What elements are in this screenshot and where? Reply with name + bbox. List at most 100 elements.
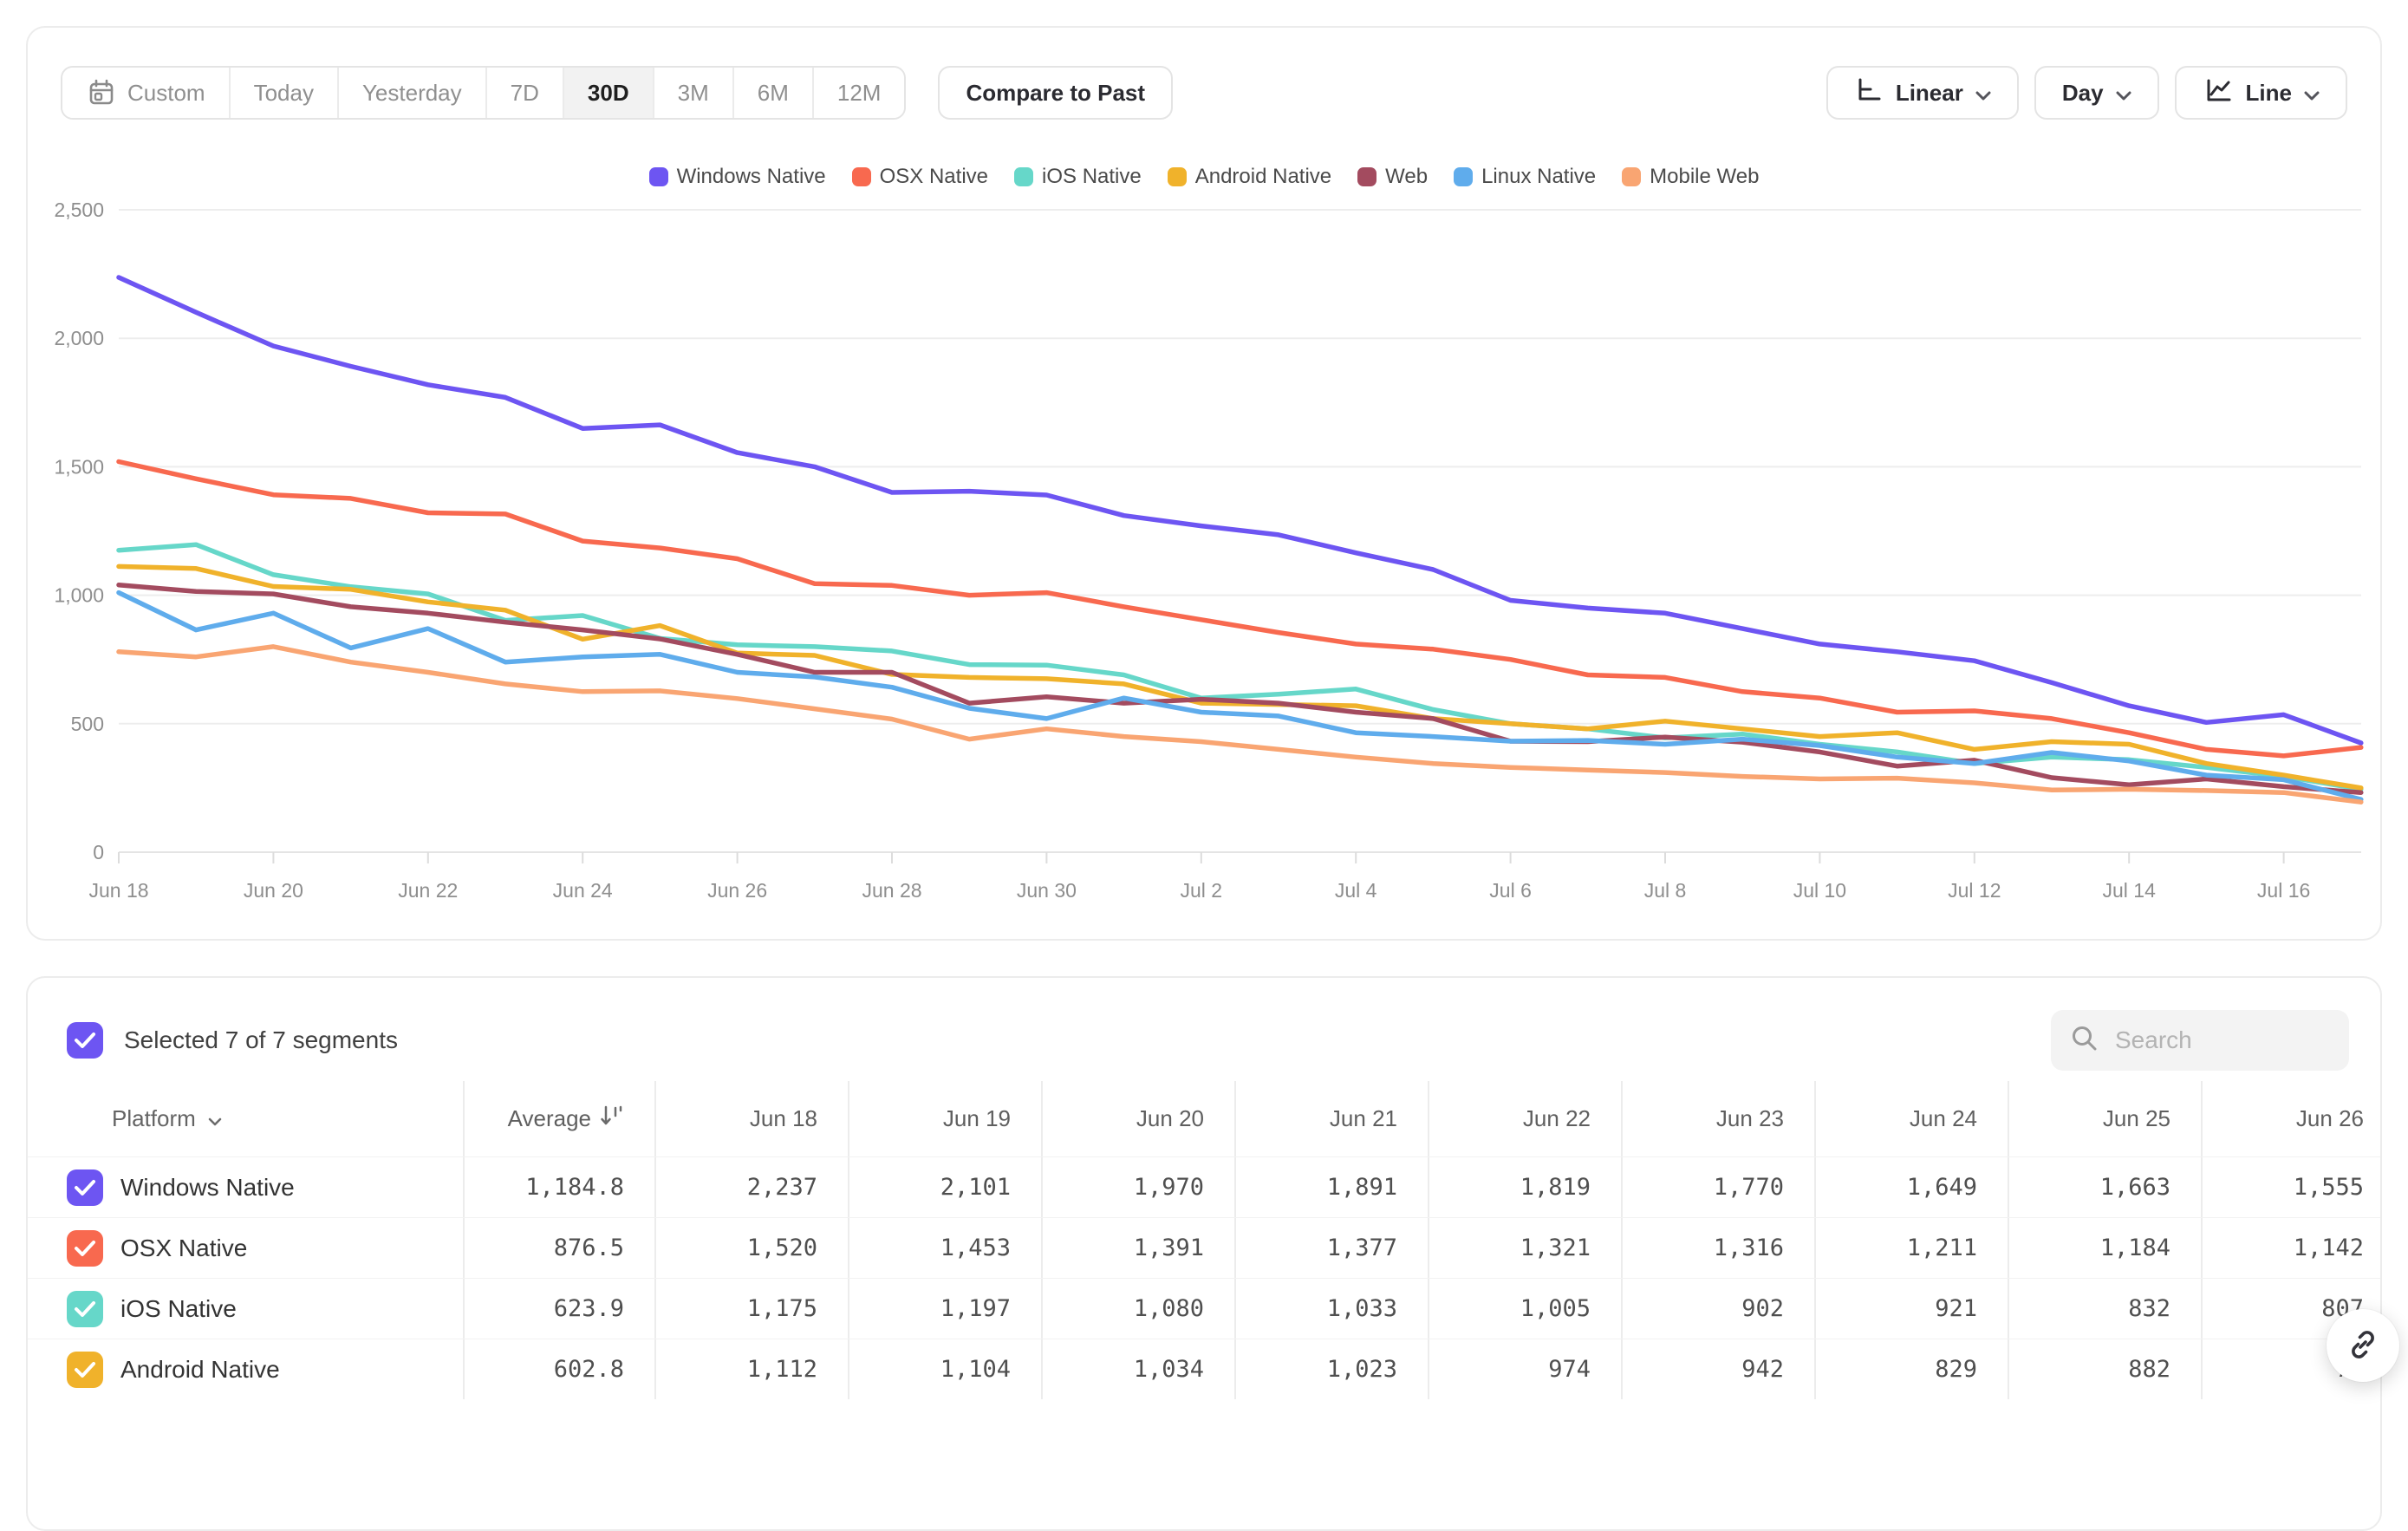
- table-header-row: Platform Average Jun 18 Jun 19 Jun 20 Jun 2…: [28, 1081, 2380, 1156]
- y-axis-label: 1,000: [54, 584, 104, 607]
- date-column-header[interactable]: Jun 23: [1621, 1081, 1814, 1156]
- average-value: 623.9: [463, 1279, 654, 1339]
- metric-value: 2,101: [848, 1157, 1041, 1217]
- chart-type-dropdown[interactable]: Line: [2174, 66, 2347, 120]
- chevron-down-icon: [208, 1105, 222, 1132]
- range-today-button[interactable]: Today: [230, 68, 339, 118]
- date-column-header[interactable]: Jun 24: [1814, 1081, 2008, 1156]
- legend-item-android-native[interactable]: Android Native: [1167, 165, 1331, 189]
- share-link-button[interactable]: [2327, 1309, 2399, 1382]
- segment-label: iOS Native: [120, 1294, 237, 1322]
- range-label: Today: [253, 79, 314, 106]
- metric-value: 1,033: [1234, 1279, 1428, 1339]
- x-axis-label: Jul 12: [1948, 879, 2001, 902]
- metric-value: 1,211: [1814, 1218, 2008, 1278]
- scale-dropdown[interactable]: Linear: [1826, 66, 2019, 120]
- date-column-header[interactable]: Jun 19: [848, 1081, 1041, 1156]
- x-axis-label: Jun 22: [398, 879, 458, 902]
- platform-cell: Windows Native: [28, 1157, 463, 1217]
- link-icon: [2345, 1326, 2381, 1365]
- platform-cell: Android Native: [28, 1339, 463, 1399]
- metric-value: 1,649: [1814, 1157, 2008, 1217]
- date-column-header[interactable]: Jun 26: [2201, 1081, 2380, 1156]
- segment-checkbox[interactable]: [67, 1351, 103, 1388]
- series-line-windows-native: [116, 275, 2364, 746]
- metric-value: 1,184: [2008, 1218, 2201, 1278]
- x-axis-label: Jun 20: [244, 879, 303, 902]
- legend-item-osx-native[interactable]: OSX Native: [851, 165, 989, 189]
- y-axis-label: 0: [93, 841, 104, 863]
- date-column-header[interactable]: Jun 18: [654, 1081, 848, 1156]
- range-7d-button[interactable]: 7D: [486, 68, 564, 118]
- y-axis-label: 1,500: [54, 455, 104, 478]
- segment-checkbox[interactable]: [67, 1229, 103, 1267]
- date-column-header[interactable]: Jun 22: [1428, 1081, 1621, 1156]
- average-value: 1,184.8: [463, 1157, 654, 1217]
- legend-label: Web: [1385, 165, 1429, 188]
- check-icon: [75, 1240, 95, 1256]
- metric-value: 1,175: [654, 1279, 848, 1339]
- metric-value: 942: [1621, 1339, 1814, 1399]
- legend-swatch: [1014, 167, 1034, 186]
- segment-label: Windows Native: [120, 1173, 295, 1201]
- x-axis-label: Jun 24: [553, 879, 613, 902]
- platform-column-header[interactable]: Platform: [28, 1081, 463, 1156]
- date-column-header[interactable]: Jun 21: [1234, 1081, 1428, 1156]
- date-range-group: Custom Today Yesterday 7D 30D 3M 6M 12M: [61, 66, 907, 120]
- x-axis-label: Jul 14: [2103, 879, 2157, 902]
- metric-value: 974: [1428, 1339, 1621, 1399]
- segment-label: OSX Native: [120, 1234, 248, 1261]
- range-12m-button[interactable]: 12M: [813, 68, 905, 118]
- metric-value: 1,520: [654, 1218, 848, 1278]
- chart-legend: Windows Native OSX Native iOS Native Androi…: [28, 165, 2380, 189]
- metric-value: 1,891: [1234, 1157, 1428, 1217]
- average-value: 602.8: [463, 1339, 654, 1399]
- y-axis-label: 2,500: [54, 199, 104, 221]
- y-axis-label: 2,000: [54, 327, 104, 349]
- metric-value: 1,080: [1041, 1279, 1234, 1339]
- average-column-header[interactable]: Average: [463, 1081, 654, 1156]
- date-column-header[interactable]: Jun 25: [2008, 1081, 2201, 1156]
- legend-item-mobile-web[interactable]: Mobile Web: [1622, 165, 1759, 189]
- chart-options-group: Linear Day Line: [1826, 66, 2347, 120]
- scale-label: Linear: [1895, 79, 1963, 106]
- interval-dropdown[interactable]: Day: [2034, 66, 2159, 120]
- legend-item-web[interactable]: Web: [1357, 165, 1428, 189]
- range-label: 7D: [510, 79, 539, 106]
- x-axis-label: Jun 18: [88, 879, 148, 902]
- metric-value: 1,321: [1428, 1218, 1621, 1278]
- metric-value: 1,555: [2201, 1157, 2380, 1217]
- average-value: 876.5: [463, 1218, 654, 1278]
- range-3m-button[interactable]: 3M: [654, 68, 734, 118]
- date-column-header[interactable]: Jun 20: [1041, 1081, 1234, 1156]
- chart-card: Custom Today Yesterday 7D 30D 3M 6M 12M Compare…: [26, 26, 2382, 941]
- x-axis-label: Jun 26: [707, 879, 767, 902]
- legend-item-windows-native[interactable]: Windows Native: [648, 165, 826, 189]
- range-custom-button[interactable]: Custom: [62, 68, 231, 118]
- metric-value: 829: [1814, 1339, 2008, 1399]
- range-yesterday-button[interactable]: Yesterday: [338, 68, 487, 118]
- legend-label: OSX Native: [879, 165, 989, 188]
- range-label: 6M: [757, 79, 789, 106]
- compare-to-past-button[interactable]: Compare to Past: [938, 66, 1174, 120]
- segment-checkbox[interactable]: [67, 1169, 103, 1206]
- range-30d-button[interactable]: 30D: [563, 68, 654, 118]
- table-row-android-native: Android Native 602.8 1,112 1,104 1,034 1,023 9…: [28, 1339, 2380, 1399]
- metric-value: 1,005: [1428, 1279, 1621, 1339]
- platform-cell: OSX Native: [28, 1218, 463, 1278]
- linear-axes-icon: [1854, 75, 1884, 111]
- legend-item-linux-native[interactable]: Linux Native: [1454, 165, 1596, 189]
- search-box[interactable]: [2051, 1010, 2349, 1071]
- segment-checkbox[interactable]: [67, 1290, 103, 1327]
- metric-value: 902: [1621, 1279, 1814, 1339]
- range-6m-button[interactable]: 6M: [733, 68, 814, 118]
- legend-item-ios-native[interactable]: iOS Native: [1014, 165, 1142, 189]
- legend-label: iOS Native: [1042, 165, 1142, 188]
- metric-value: 832: [2008, 1279, 2201, 1339]
- y-axis-label: 500: [71, 713, 104, 735]
- select-all-checkbox[interactable]: [67, 1022, 103, 1059]
- search-input[interactable]: [2115, 1026, 2330, 1054]
- metric-value: 1,142: [2201, 1218, 2380, 1278]
- range-label: 12M: [836, 79, 882, 106]
- compare-to-past-label: Compare to Past: [966, 79, 1146, 106]
